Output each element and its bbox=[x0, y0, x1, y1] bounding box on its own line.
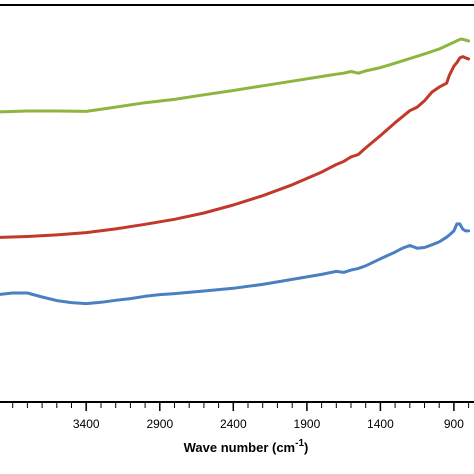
x-tick-label: 2900 bbox=[146, 417, 173, 431]
series-line-2 bbox=[0, 55, 471, 239]
x-tick-label: 2400 bbox=[220, 417, 247, 431]
series-line-1 bbox=[0, 37, 471, 114]
x-axis-title-main: Wave number (cm bbox=[184, 440, 296, 455]
x-axis-ticks: 3400 2900 2400 1900 1400 900 bbox=[12, 402, 470, 431]
x-tick-label: 1900 bbox=[294, 417, 321, 431]
x-tick-label: 1400 bbox=[367, 417, 394, 431]
x-axis-title-superscript: -1 bbox=[295, 438, 304, 449]
x-tick-label: 3400 bbox=[73, 417, 100, 431]
x-axis-title: Wave number (cm-1) bbox=[184, 438, 309, 455]
series-line-3 bbox=[0, 222, 471, 306]
series-layer bbox=[0, 37, 471, 306]
plot-frame bbox=[0, 4, 474, 403]
x-axis-title-close: ) bbox=[304, 440, 308, 455]
x-tick-label: 900 bbox=[444, 417, 464, 431]
